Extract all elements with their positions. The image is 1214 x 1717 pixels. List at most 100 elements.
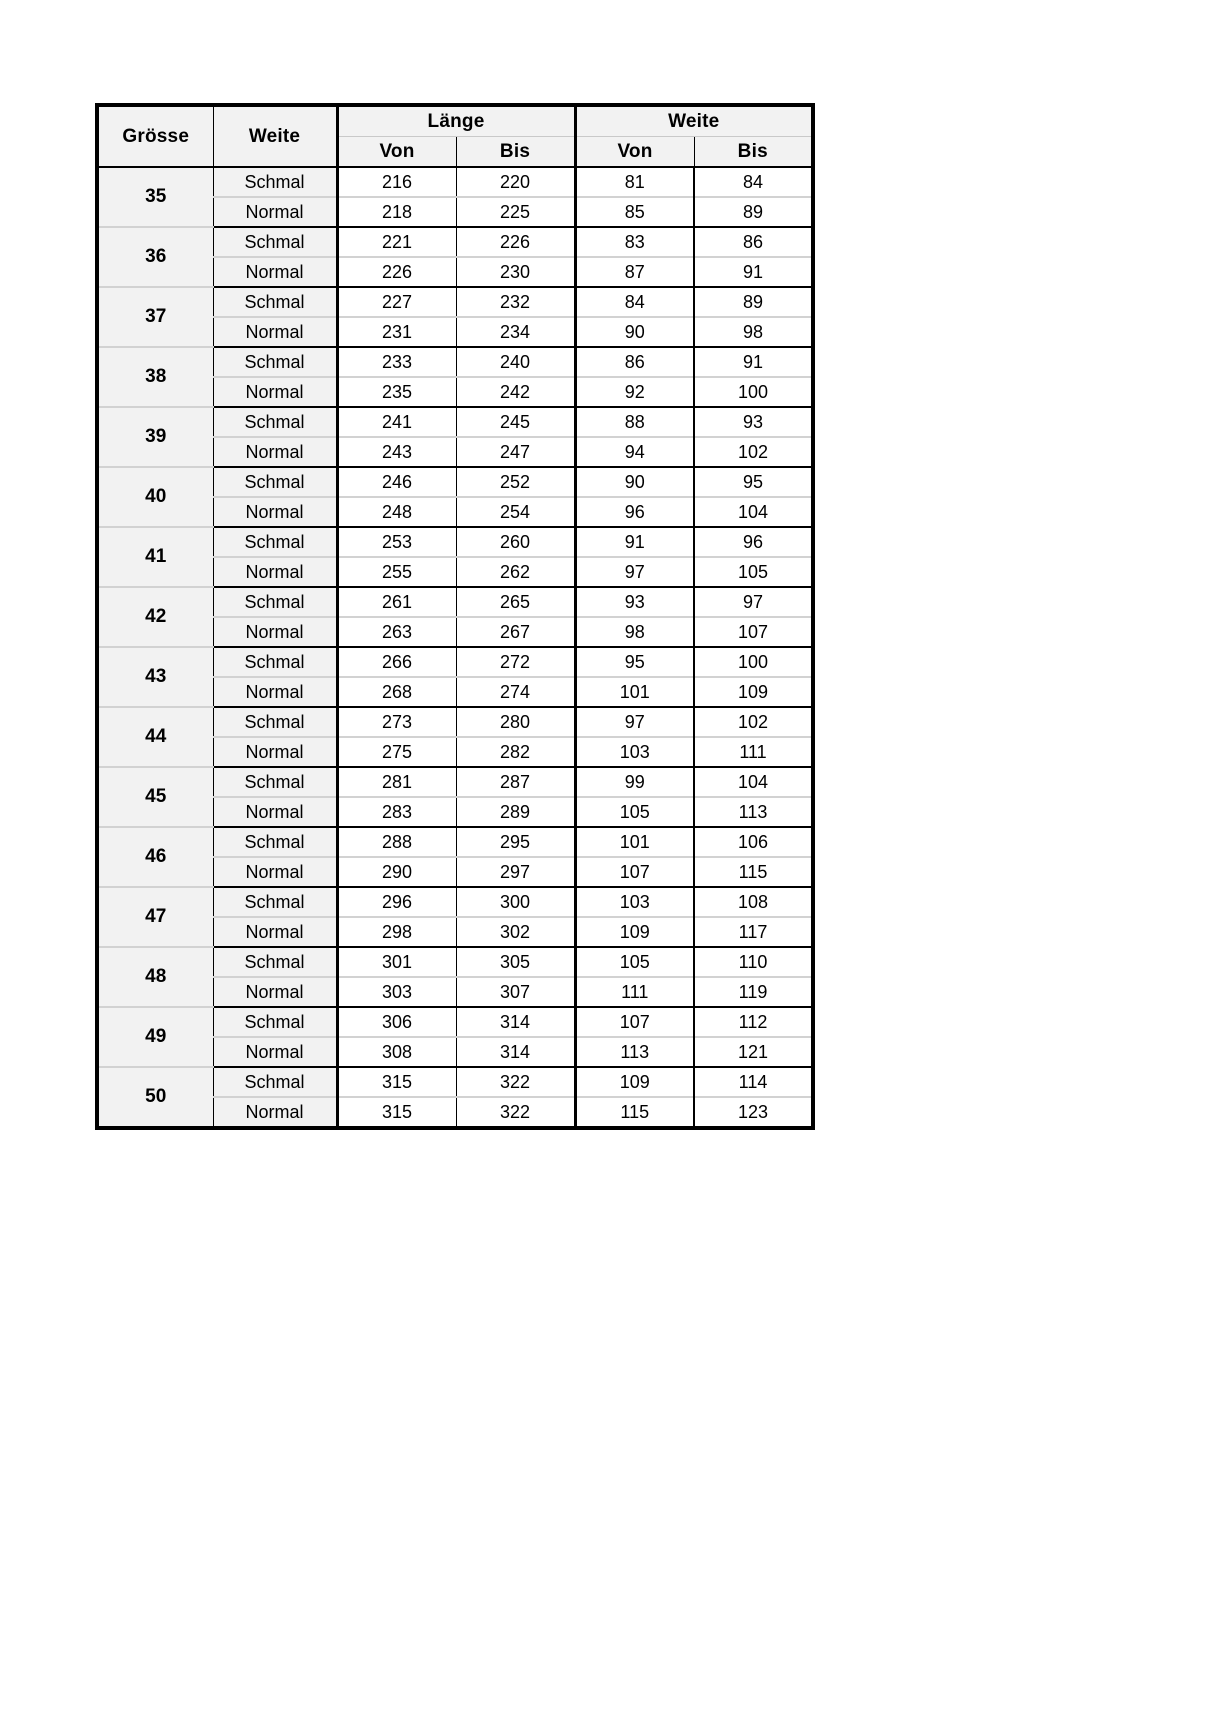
width-variant-cell: Normal <box>212 976 339 1008</box>
weite-von-cell: 99 <box>573 766 695 798</box>
width-variant-cell: Normal <box>212 256 339 288</box>
weite-bis-cell: 96 <box>693 526 814 558</box>
laenge-bis-cell: 240 <box>455 346 577 378</box>
width-variant-cell: Normal <box>212 316 339 348</box>
table-row: Normal 255 262 97 105 <box>97 556 814 588</box>
weite-von-cell: 101 <box>573 826 695 858</box>
size-cell: 50 <box>96 1066 214 1129</box>
width-variant-cell: Normal <box>212 436 339 468</box>
laenge-von-cell: 275 <box>336 736 457 768</box>
weite-bis-cell: 104 <box>693 766 814 798</box>
weite-von-cell: 105 <box>573 946 695 978</box>
size-cell: 37 <box>96 286 214 348</box>
table-row: Normal 248 254 96 104 <box>97 496 814 528</box>
laenge-von-cell: 290 <box>336 856 457 888</box>
size-cell: 44 <box>96 706 214 768</box>
laenge-bis-cell: 307 <box>455 976 577 1008</box>
laenge-bis-cell: 289 <box>455 796 577 828</box>
weite-bis-cell: 98 <box>693 316 814 348</box>
table-row: 39 Schmal 241 245 88 93 <box>96 406 814 468</box>
width-variant-cell: Normal <box>212 796 339 828</box>
size-cell: 49 <box>96 1006 214 1068</box>
weite-von-cell: 90 <box>573 466 695 498</box>
laenge-bis-cell: 322 <box>455 1096 577 1129</box>
size-cell: 38 <box>96 346 214 408</box>
laenge-von-cell: 261 <box>336 586 457 618</box>
laenge-von-cell: 283 <box>336 796 457 828</box>
weite-bis-cell: 107 <box>693 616 814 648</box>
laenge-bis-cell: 322 <box>455 1066 577 1098</box>
laenge-bis-cell: 247 <box>455 436 577 468</box>
laenge-von-cell: 221 <box>336 226 457 258</box>
laenge-von-cell: 241 <box>336 406 457 438</box>
header-row-sub: Von Bis Von Bis <box>97 136 814 168</box>
header-laenge-von: Von <box>335 136 457 168</box>
table-header: Grösse Weite Länge Weite Von Bis Von Bis <box>96 104 814 168</box>
laenge-bis-cell: 297 <box>455 856 577 888</box>
size-cell: 42 <box>96 586 214 648</box>
weite-bis-cell: 106 <box>693 826 814 858</box>
laenge-bis-cell: 272 <box>455 646 577 678</box>
weite-bis-cell: 115 <box>693 856 814 888</box>
table-row: Normal 298 302 109 117 <box>97 916 814 948</box>
weite-von-cell: 109 <box>573 916 695 948</box>
width-variant-cell: Schmal <box>212 466 339 498</box>
table-row: 46 Schmal 288 295 101 106 <box>96 826 814 888</box>
laenge-von-cell: 216 <box>336 166 457 198</box>
weite-bis-cell: 114 <box>693 1066 814 1098</box>
weite-bis-cell: 89 <box>693 286 814 318</box>
header-groesse: Grösse <box>96 104 214 168</box>
weite-bis-cell: 121 <box>693 1036 814 1068</box>
width-variant-cell: Schmal <box>212 886 339 918</box>
laenge-bis-cell: 265 <box>455 586 577 618</box>
weite-von-cell: 87 <box>573 256 695 288</box>
laenge-bis-cell: 262 <box>455 556 577 588</box>
weite-von-cell: 97 <box>573 706 695 738</box>
width-variant-cell: Schmal <box>212 286 339 318</box>
width-variant-cell: Normal <box>212 496 339 528</box>
laenge-von-cell: 315 <box>336 1096 457 1129</box>
laenge-bis-cell: 314 <box>455 1006 577 1038</box>
laenge-von-cell: 253 <box>336 526 457 558</box>
width-variant-cell: Normal <box>212 196 339 228</box>
header-group-weite: Weite <box>573 104 814 137</box>
weite-bis-cell: 119 <box>693 976 814 1008</box>
weite-bis-cell: 102 <box>693 706 814 738</box>
weite-von-cell: 84 <box>573 286 695 318</box>
laenge-von-cell: 298 <box>336 916 457 948</box>
weite-bis-cell: 93 <box>693 406 814 438</box>
width-variant-cell: Schmal <box>212 526 339 558</box>
width-variant-cell: Normal <box>212 736 339 768</box>
laenge-bis-cell: 260 <box>455 526 577 558</box>
laenge-bis-cell: 314 <box>455 1036 577 1068</box>
table-row: Normal 226 230 87 91 <box>97 256 814 288</box>
weite-von-cell: 107 <box>573 1006 695 1038</box>
laenge-von-cell: 296 <box>336 886 457 918</box>
laenge-von-cell: 255 <box>336 556 457 588</box>
size-cell: 36 <box>96 226 214 288</box>
weite-bis-cell: 95 <box>693 466 814 498</box>
table-row: 37 Schmal 227 232 84 89 <box>96 286 814 348</box>
table-row: 48 Schmal 301 305 105 110 <box>96 946 814 1008</box>
table-body: 35 Schmal 216 220 81 84 Normal 218 225 85 89 36 Schm… <box>96 166 814 1129</box>
weite-von-cell: 93 <box>573 586 695 618</box>
table-row: Normal 218 225 85 89 <box>97 196 814 228</box>
laenge-von-cell: 266 <box>336 646 457 678</box>
width-variant-cell: Schmal <box>212 706 339 738</box>
laenge-bis-cell: 220 <box>455 166 577 198</box>
laenge-bis-cell: 252 <box>455 466 577 498</box>
weite-von-cell: 105 <box>573 796 695 828</box>
weite-von-cell: 90 <box>573 316 695 348</box>
table-row: 40 Schmal 246 252 90 95 <box>96 466 814 528</box>
size-cell: 47 <box>96 886 214 948</box>
weite-bis-cell: 91 <box>693 256 814 288</box>
width-variant-cell: Normal <box>212 676 339 708</box>
width-variant-cell: Schmal <box>212 1006 339 1038</box>
laenge-von-cell: 268 <box>336 676 457 708</box>
weite-von-cell: 94 <box>573 436 695 468</box>
header-weite-bis: Bis <box>693 136 814 168</box>
laenge-von-cell: 231 <box>336 316 457 348</box>
weite-von-cell: 81 <box>573 166 695 198</box>
table-row: 49 Schmal 306 314 107 112 <box>96 1006 814 1068</box>
